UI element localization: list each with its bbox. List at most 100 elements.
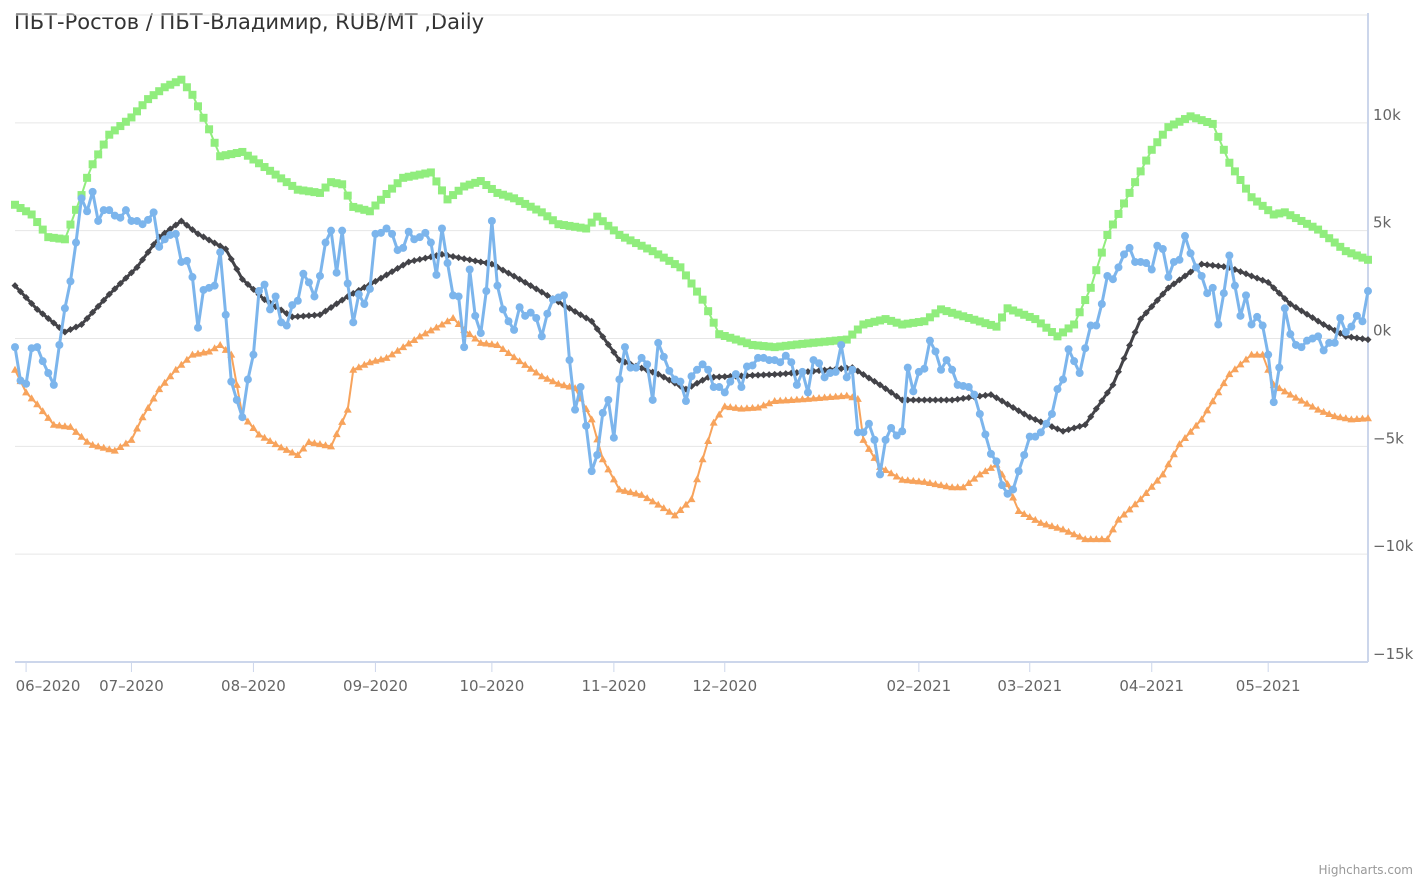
data-point-circle xyxy=(83,207,92,216)
data-point-diamond xyxy=(1148,303,1156,311)
data-point-diamond xyxy=(699,376,707,384)
data-point-square xyxy=(543,212,552,221)
data-point-triangle xyxy=(155,385,164,393)
data-point-circle xyxy=(887,424,896,433)
data-point-square xyxy=(798,339,807,348)
data-point-diamond xyxy=(305,312,313,320)
data-point-circle xyxy=(299,269,308,278)
data-point-square xyxy=(571,222,580,231)
series-lower-band xyxy=(11,314,1372,543)
data-point-diamond xyxy=(1103,389,1111,397)
data-point-circle xyxy=(787,358,796,367)
data-point-diamond xyxy=(582,314,590,322)
data-point-circle xyxy=(565,356,574,365)
data-point-circle xyxy=(210,281,219,290)
data-point-circle xyxy=(626,363,635,372)
data-point-triangle xyxy=(449,314,458,322)
data-point-diamond xyxy=(1175,276,1183,284)
data-point-circle xyxy=(487,216,496,225)
data-point-triangle xyxy=(909,476,918,484)
data-point-circle xyxy=(216,248,225,257)
data-point-diamond xyxy=(510,272,518,280)
data-point-circle xyxy=(582,421,591,430)
data-point-square xyxy=(604,221,613,230)
data-point-diamond xyxy=(893,392,901,400)
highcharts-credits-link[interactable]: Highcharts.com xyxy=(1318,863,1413,877)
data-point-diamond xyxy=(760,371,768,379)
data-point-circle xyxy=(1114,263,1123,272)
data-point-square xyxy=(1009,306,1018,315)
data-point-triangle xyxy=(537,372,546,380)
data-point-triangle xyxy=(1358,414,1367,422)
data-point-diamond xyxy=(133,263,141,271)
data-point-diamond xyxy=(571,308,579,316)
data-point-square xyxy=(532,205,541,214)
x-tick-label: 12–2020 xyxy=(692,677,757,695)
data-point-diamond xyxy=(715,373,723,381)
data-point-diamond xyxy=(1004,400,1012,408)
data-point-triangle xyxy=(1164,460,1173,468)
data-point-square xyxy=(138,101,147,110)
data-point-square xyxy=(537,208,546,217)
data-point-square xyxy=(343,191,352,200)
data-point-diamond xyxy=(516,275,524,283)
data-point-circle xyxy=(526,308,535,317)
data-point-circle xyxy=(282,321,291,330)
data-point-circle xyxy=(937,365,946,374)
data-point-circle xyxy=(155,242,164,251)
y-tick-label: −5k xyxy=(1373,429,1404,447)
data-point-circle xyxy=(1330,338,1339,347)
data-point-diamond xyxy=(1098,397,1106,405)
data-point-square xyxy=(282,178,291,187)
data-point-circle xyxy=(99,206,108,215)
data-point-diamond xyxy=(455,254,463,262)
data-point-diamond xyxy=(837,365,845,373)
data-point-square xyxy=(1247,193,1256,202)
data-point-circle xyxy=(1219,289,1228,298)
data-point-square xyxy=(11,200,19,209)
data-point-square xyxy=(925,313,934,322)
data-point-square xyxy=(1308,222,1317,231)
data-point-triangle xyxy=(975,470,984,478)
data-point-square xyxy=(1203,118,1212,127)
data-point-diamond xyxy=(754,371,762,379)
data-point-diamond xyxy=(638,364,646,372)
data-point-triangle xyxy=(1341,414,1350,422)
data-point-triangle xyxy=(1303,399,1312,407)
data-point-triangle xyxy=(487,340,496,348)
data-point-triangle xyxy=(210,344,219,352)
data-point-square xyxy=(449,191,458,200)
data-point-triangle xyxy=(1125,505,1134,513)
data-point-square xyxy=(44,233,53,242)
data-point-square xyxy=(809,338,818,347)
data-point-square xyxy=(776,342,785,351)
data-point-triangle xyxy=(343,405,352,413)
data-point-diamond xyxy=(299,312,307,320)
data-point-diamond xyxy=(1153,296,1161,304)
data-point-square xyxy=(1114,209,1123,218)
data-point-circle xyxy=(149,208,158,217)
data-point-circle xyxy=(404,227,413,236)
data-point-circle xyxy=(421,228,430,237)
data-point-triangle xyxy=(260,433,269,441)
data-point-triangle xyxy=(71,427,80,435)
data-point-circle xyxy=(415,233,424,242)
data-point-triangle xyxy=(986,463,995,471)
data-point-circle xyxy=(543,309,552,318)
data-point-diamond xyxy=(604,341,612,349)
data-point-triangle xyxy=(1225,370,1234,378)
data-point-square xyxy=(1197,116,1206,125)
data-point-circle xyxy=(271,292,280,301)
x-tick-label: 06–2020 xyxy=(16,677,81,695)
data-point-circle xyxy=(243,375,252,384)
data-point-triangle xyxy=(216,340,225,348)
data-point-triangle xyxy=(1314,405,1323,413)
data-point-diamond xyxy=(1087,413,1095,421)
data-point-circle xyxy=(88,187,97,196)
data-point-circle xyxy=(498,305,507,314)
data-point-square xyxy=(216,152,225,161)
data-point-square xyxy=(1053,332,1062,341)
data-point-square xyxy=(238,147,247,156)
data-point-diamond xyxy=(1070,424,1078,432)
data-point-square xyxy=(249,155,258,164)
